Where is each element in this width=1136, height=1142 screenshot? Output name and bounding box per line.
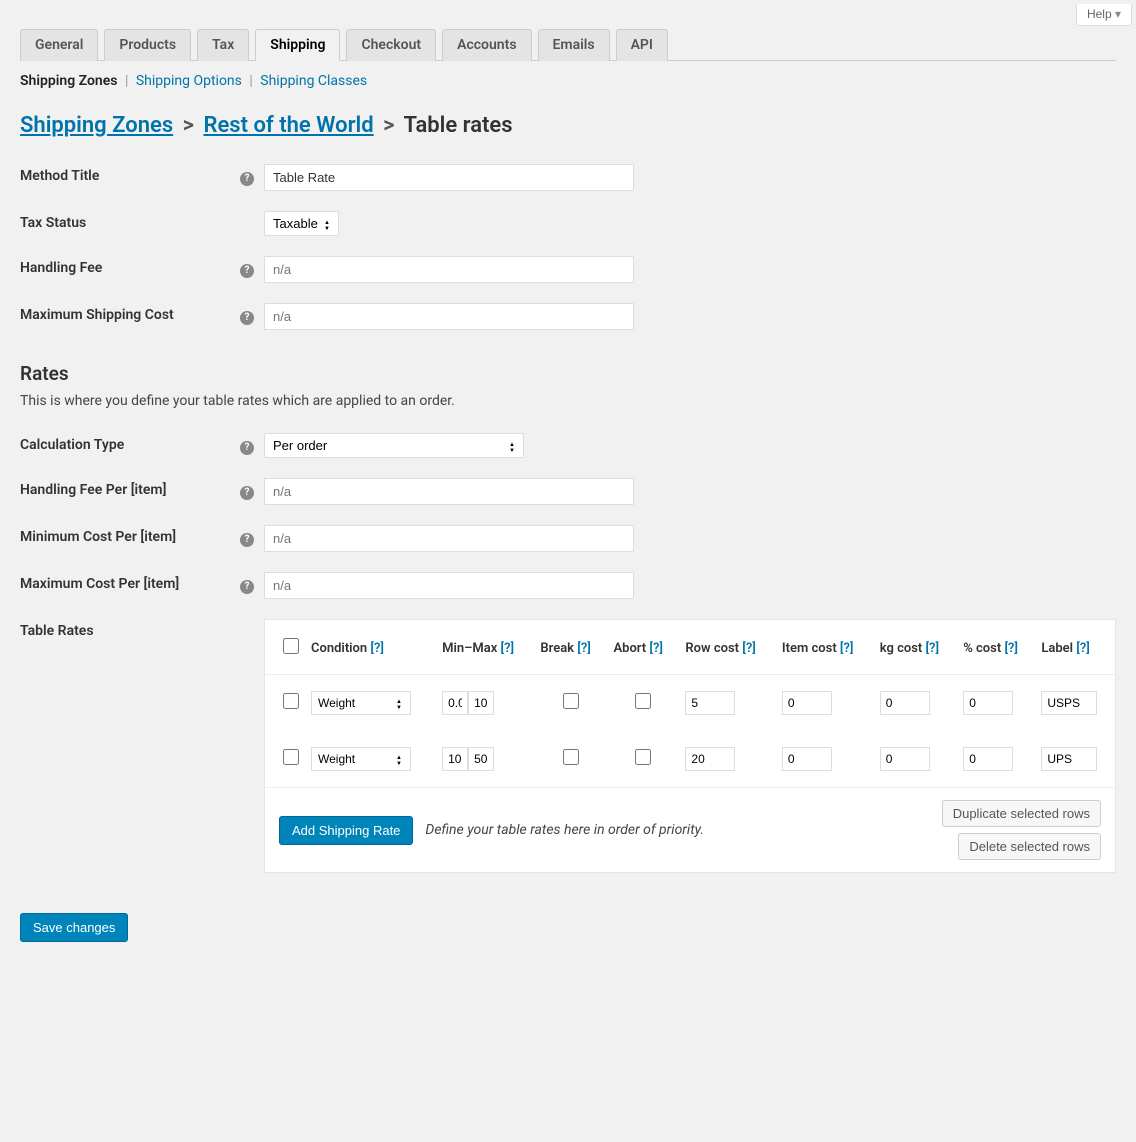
subnav-item-shipping-options[interactable]: Shipping Options bbox=[136, 73, 242, 89]
item-cost-input[interactable] bbox=[782, 747, 832, 771]
row-cost-input[interactable] bbox=[685, 691, 735, 715]
main-tabs: GeneralProductsTaxShippingCheckoutAccoun… bbox=[20, 26, 1116, 61]
delete-rows-button[interactable]: Delete selected rows bbox=[958, 833, 1101, 860]
table-row: Weight bbox=[265, 731, 1115, 787]
label-input[interactable] bbox=[1041, 747, 1097, 771]
table-row: Weight bbox=[265, 675, 1115, 732]
help-icon[interactable]: ? bbox=[240, 580, 254, 594]
max-cost-per-label: Maximum Cost Per [item] bbox=[20, 572, 240, 592]
tab-accounts[interactable]: Accounts bbox=[442, 29, 531, 61]
label-input[interactable] bbox=[1041, 691, 1097, 715]
pct-cost-input[interactable] bbox=[963, 691, 1013, 715]
condition-select[interactable]: Weight bbox=[311, 747, 411, 771]
select-all-checkbox[interactable] bbox=[283, 638, 299, 654]
rates-desc: This is where you define your table rate… bbox=[20, 393, 1116, 423]
help-icon[interactable]: [?] bbox=[577, 641, 591, 656]
separator: | bbox=[121, 73, 132, 89]
shipping-subnav: Shipping Zones | Shipping Options | Ship… bbox=[20, 61, 1116, 89]
col-row-cost: Row cost bbox=[685, 641, 739, 656]
help-icon[interactable]: [?] bbox=[840, 641, 854, 656]
min-input[interactable] bbox=[442, 747, 468, 771]
handling-fee-per-label: Handling Fee Per [item] bbox=[20, 478, 240, 498]
row-select-checkbox[interactable] bbox=[283, 693, 299, 709]
help-icon[interactable]: ? bbox=[240, 311, 254, 325]
method-title-input[interactable] bbox=[264, 164, 634, 191]
col-break: Break bbox=[540, 641, 574, 656]
table-rates-label: Table Rates bbox=[20, 619, 240, 639]
col-kg-cost: kg cost bbox=[880, 641, 923, 656]
handling-fee-input[interactable] bbox=[264, 256, 634, 283]
breadcrumb-sep: > bbox=[379, 113, 398, 138]
table-header-row: Condition [?] Min–Max [?] Break [?] Abor… bbox=[265, 620, 1115, 675]
max-shipping-cost-label: Maximum Shipping Cost bbox=[20, 303, 240, 323]
help-icon[interactable]: [?] bbox=[742, 641, 756, 656]
max-input[interactable] bbox=[468, 747, 494, 771]
handling-fee-per-input[interactable] bbox=[264, 478, 634, 505]
help-icon[interactable]: ? bbox=[240, 486, 254, 500]
tab-tax[interactable]: Tax bbox=[197, 29, 249, 61]
col-condition: Condition bbox=[311, 641, 367, 656]
break-checkbox[interactable] bbox=[563, 693, 579, 709]
max-shipping-cost-input[interactable] bbox=[264, 303, 634, 330]
help-icon[interactable]: [?] bbox=[501, 641, 515, 656]
col-abort: Abort bbox=[613, 641, 646, 656]
breadcrumb-zone-link[interactable]: Rest of the World bbox=[203, 113, 373, 138]
help-icon[interactable]: [?] bbox=[370, 641, 384, 656]
tax-status-select[interactable]: Taxable bbox=[264, 211, 339, 236]
row-cost-input[interactable] bbox=[685, 747, 735, 771]
breadcrumb: Shipping Zones > Rest of the World > Tab… bbox=[20, 89, 1116, 154]
rates-heading: Rates bbox=[20, 340, 1116, 393]
add-shipping-rate-button[interactable]: Add Shipping Rate bbox=[279, 816, 413, 845]
subnav-item-shipping-classes[interactable]: Shipping Classes bbox=[260, 73, 367, 89]
tab-products[interactable]: Products bbox=[104, 29, 191, 61]
row-select-checkbox[interactable] bbox=[283, 749, 299, 765]
handling-fee-label: Handling Fee bbox=[20, 256, 240, 276]
condition-select[interactable]: Weight bbox=[311, 691, 411, 715]
item-cost-input[interactable] bbox=[782, 691, 832, 715]
help-icon[interactable]: ? bbox=[240, 264, 254, 278]
table-rates-footer: Add Shipping Rate Define your table rate… bbox=[265, 787, 1115, 872]
tab-general[interactable]: General bbox=[20, 29, 98, 61]
min-cost-per-input[interactable] bbox=[264, 525, 634, 552]
footer-note: Define your table rates here in order of… bbox=[425, 822, 929, 838]
max-input[interactable] bbox=[468, 691, 494, 715]
kg-cost-input[interactable] bbox=[880, 691, 930, 715]
tab-emails[interactable]: Emails bbox=[538, 29, 610, 61]
save-changes-button[interactable]: Save changes bbox=[20, 913, 128, 942]
help-icon[interactable]: [?] bbox=[649, 641, 663, 656]
help-icon[interactable]: [?] bbox=[1076, 641, 1090, 656]
tab-api[interactable]: API bbox=[616, 29, 668, 61]
col-minmax: Min–Max bbox=[442, 641, 497, 656]
help-icon[interactable]: ? bbox=[240, 533, 254, 547]
pct-cost-input[interactable] bbox=[963, 747, 1013, 771]
subnav-item-shipping-zones[interactable]: Shipping Zones bbox=[20, 73, 117, 89]
max-cost-per-input[interactable] bbox=[264, 572, 634, 599]
method-title-label: Method Title bbox=[20, 164, 240, 184]
help-icon[interactable]: ? bbox=[240, 172, 254, 186]
help-icon[interactable]: [?] bbox=[1004, 641, 1018, 656]
duplicate-rows-button[interactable]: Duplicate selected rows bbox=[942, 800, 1101, 827]
breadcrumb-zones-link[interactable]: Shipping Zones bbox=[20, 113, 173, 138]
abort-checkbox[interactable] bbox=[635, 749, 651, 765]
calculation-type-select[interactable]: Per order bbox=[264, 433, 524, 458]
help-icon[interactable]: [?] bbox=[926, 641, 940, 656]
min-input[interactable] bbox=[442, 691, 468, 715]
help-icon[interactable]: ? bbox=[240, 441, 254, 455]
col-item-cost: Item cost bbox=[782, 641, 837, 656]
col-pct-cost: % cost bbox=[963, 641, 1001, 656]
abort-checkbox[interactable] bbox=[635, 693, 651, 709]
min-cost-per-label: Minimum Cost Per [item] bbox=[20, 525, 240, 545]
break-checkbox[interactable] bbox=[563, 749, 579, 765]
col-label: Label bbox=[1041, 641, 1073, 656]
help-button[interactable]: Help bbox=[1076, 4, 1132, 26]
table-rates-panel: Condition [?] Min–Max [?] Break [?] Abor… bbox=[264, 619, 1116, 873]
separator: | bbox=[245, 73, 256, 89]
calculation-type-label: Calculation Type bbox=[20, 433, 240, 453]
tax-status-label: Tax Status bbox=[20, 211, 240, 231]
tab-checkout[interactable]: Checkout bbox=[346, 29, 436, 61]
breadcrumb-current: Table rates bbox=[403, 113, 512, 138]
breadcrumb-sep: > bbox=[179, 113, 198, 138]
tab-shipping[interactable]: Shipping bbox=[255, 29, 340, 61]
kg-cost-input[interactable] bbox=[880, 747, 930, 771]
